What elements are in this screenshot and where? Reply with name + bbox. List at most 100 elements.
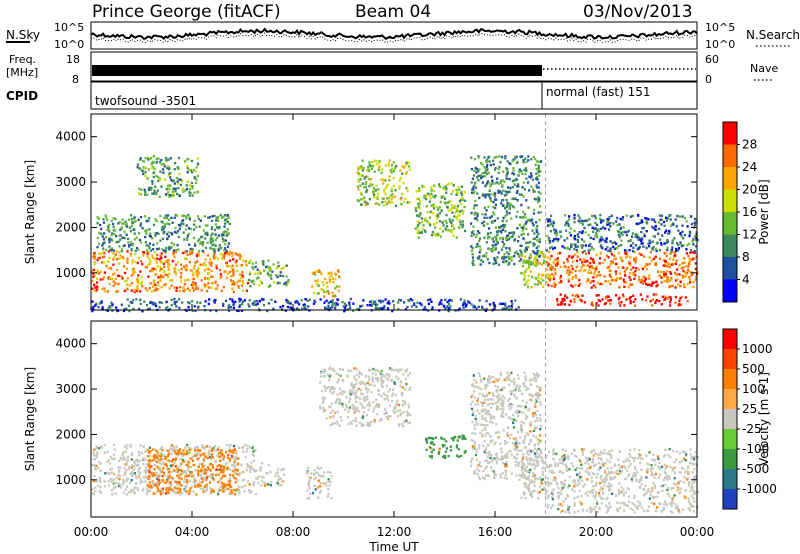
scatter-cell: [334, 277, 337, 281]
scatter-cell: [194, 244, 197, 247]
scatter-cell: [152, 474, 155, 478]
scatter-cell: [621, 217, 624, 221]
scatter-cell: [542, 274, 545, 277]
scatter-cell: [255, 477, 258, 480]
scatter-cell: [655, 285, 658, 288]
scatter-cell: [390, 167, 394, 170]
scatter-cell: [520, 203, 523, 207]
scatter-cell: [217, 249, 220, 252]
scatter-cell: [323, 295, 326, 298]
scatter-cell: [144, 170, 147, 174]
scatter-cell: [672, 262, 675, 266]
scatter-cell: [387, 162, 390, 165]
scatter-cell: [137, 467, 140, 471]
scatter-cell: [181, 492, 184, 495]
scatter-cell: [234, 458, 237, 461]
scatter-cell: [386, 378, 390, 381]
scatter-cell: [187, 306, 190, 309]
scatter-cell: [156, 242, 159, 245]
scatter-cell: [660, 303, 663, 306]
scatter-cell: [206, 241, 209, 245]
scatter-cell: [381, 178, 384, 181]
scatter-cell: [152, 267, 155, 270]
scatter-cell: [449, 200, 452, 203]
scatter-cell: [634, 258, 637, 262]
scatter-cell: [391, 193, 394, 196]
scatter-cell: [374, 369, 377, 372]
scatter-cell: [360, 203, 363, 206]
scatter-cell: [478, 299, 481, 302]
scatter-cell: [217, 446, 220, 449]
scatter-cell: [384, 408, 387, 411]
scatter-cell: [520, 233, 523, 236]
scatter-cell: [589, 257, 592, 260]
scatter-cell: [604, 280, 607, 283]
scatter-cell: [254, 492, 258, 496]
scatter-cell: [155, 231, 158, 235]
scatter-cell: [215, 217, 218, 220]
scatter-cell: [506, 201, 509, 205]
scatter-cell: [404, 163, 407, 167]
scatter-cell: [368, 184, 371, 188]
scatter-cell: [550, 284, 553, 288]
scatter-cell: [230, 455, 234, 458]
scatter-cell: [236, 472, 239, 476]
scatter-cell: [444, 298, 447, 301]
scatter-cell: [475, 245, 478, 248]
scatter-cell: [624, 274, 627, 277]
scatter-cell: [574, 253, 577, 256]
scatter-cell: [513, 380, 516, 384]
scatter-cell: [432, 203, 435, 206]
scatter-cell: [189, 487, 192, 490]
scatter-cell: [95, 445, 98, 448]
scatter-cell: [147, 275, 150, 278]
scatter-cell: [125, 222, 128, 226]
scatter-cell: [573, 298, 576, 301]
scatter-cell: [307, 305, 310, 308]
scatter-cell: [376, 307, 379, 310]
scatter-cell: [373, 384, 376, 387]
scatter-cell: [534, 252, 537, 255]
scatter-cell: [130, 470, 133, 474]
scatter-cell: [520, 251, 523, 254]
scatter-cell: [634, 244, 638, 247]
scatter-cell: [474, 181, 477, 184]
scatter-cell: [117, 473, 120, 477]
scatter-cell: [278, 281, 281, 284]
scatter-cell: [200, 468, 203, 472]
scatter-cell: [463, 229, 467, 233]
scatter-cell: [570, 264, 573, 268]
colorbar-swatch: [723, 189, 737, 212]
scatter-cell: [444, 450, 448, 453]
scatter-cell: [134, 260, 137, 264]
scatter-cell: [154, 273, 157, 276]
scatter-cell: [171, 190, 174, 193]
scatter-cell: [555, 264, 558, 268]
scatter-cell: [226, 453, 229, 457]
scatter-cell: [506, 172, 509, 176]
scatter-cell: [98, 256, 101, 260]
scatter-cell: [663, 298, 667, 301]
scatter-cell: [118, 470, 121, 474]
scatter-cell: [530, 172, 533, 175]
scatter-cell: [199, 484, 202, 487]
scatter-cell: [591, 226, 594, 229]
scatter-cell: [660, 270, 663, 274]
freq-bar: [92, 65, 542, 76]
scatter-cell: [213, 243, 216, 246]
scatter-cell: [207, 268, 210, 271]
scatter-cell: [127, 468, 130, 471]
scatter-cell: [413, 302, 416, 305]
scatter-cell: [478, 257, 481, 260]
scatter-cell: [359, 401, 362, 405]
scatter-cell: [118, 469, 121, 472]
scatter-cell: [197, 306, 200, 309]
scatter-cell: [377, 393, 381, 396]
scatter-cell: [501, 256, 504, 259]
scatter-cell: [266, 271, 269, 274]
scatter-cell: [428, 455, 432, 458]
scatter-cell: [566, 271, 569, 275]
scatter-cell: [113, 233, 116, 236]
scatter-cell: [99, 252, 103, 256]
scatter-cell: [520, 193, 523, 196]
